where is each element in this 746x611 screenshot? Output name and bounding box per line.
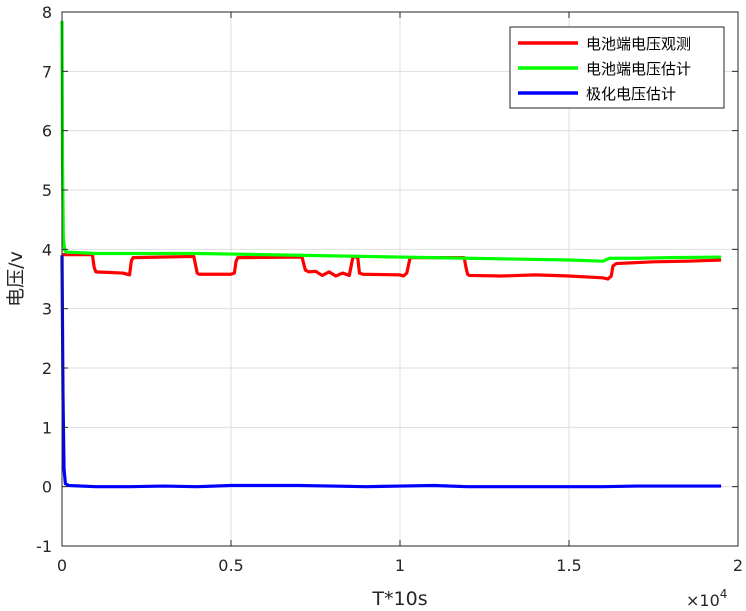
x-tick-label: 0.5: [218, 556, 243, 575]
series-line-1: [60, 20, 722, 263]
y-tick-label: 7: [42, 62, 52, 81]
x-exponent-label: ×104: [686, 587, 727, 610]
x-axis-label: T*10s: [371, 588, 427, 610]
tick-group: 0 0.5 1 1.5 2 -1 0 1 2 3 4 5 6 7 8: [36, 3, 743, 575]
y-tick-label: 8: [42, 3, 52, 22]
y-tick-label: -1: [36, 537, 52, 556]
y-tick-label: 3: [42, 300, 52, 319]
y-tick-label: 6: [42, 122, 52, 141]
series-line-2: [60, 255, 722, 489]
legend-label: 电池端电压估计: [586, 60, 691, 78]
series-group: [60, 20, 722, 489]
y-tick-label: 2: [42, 359, 52, 378]
legend-label: 极化电压估计: [586, 85, 676, 103]
x-exponent-power: 4: [720, 587, 728, 601]
y-axis-label: 电压/v: [5, 251, 27, 307]
series-line-0: [62, 253, 722, 281]
x-tick-label: 1: [395, 556, 405, 575]
x-exponent-base: ×10: [686, 591, 720, 610]
y-tick-label: 5: [42, 181, 52, 200]
y-tick-label: 0: [42, 478, 52, 497]
y-tick-label: 1: [42, 418, 52, 437]
x-tick-label: 0: [57, 556, 67, 575]
x-tick-label: 1.5: [556, 556, 581, 575]
y-tick-label: 4: [42, 240, 52, 259]
legend-label: 电池端电压观测: [586, 35, 691, 53]
x-tick-label: 2: [733, 556, 743, 575]
